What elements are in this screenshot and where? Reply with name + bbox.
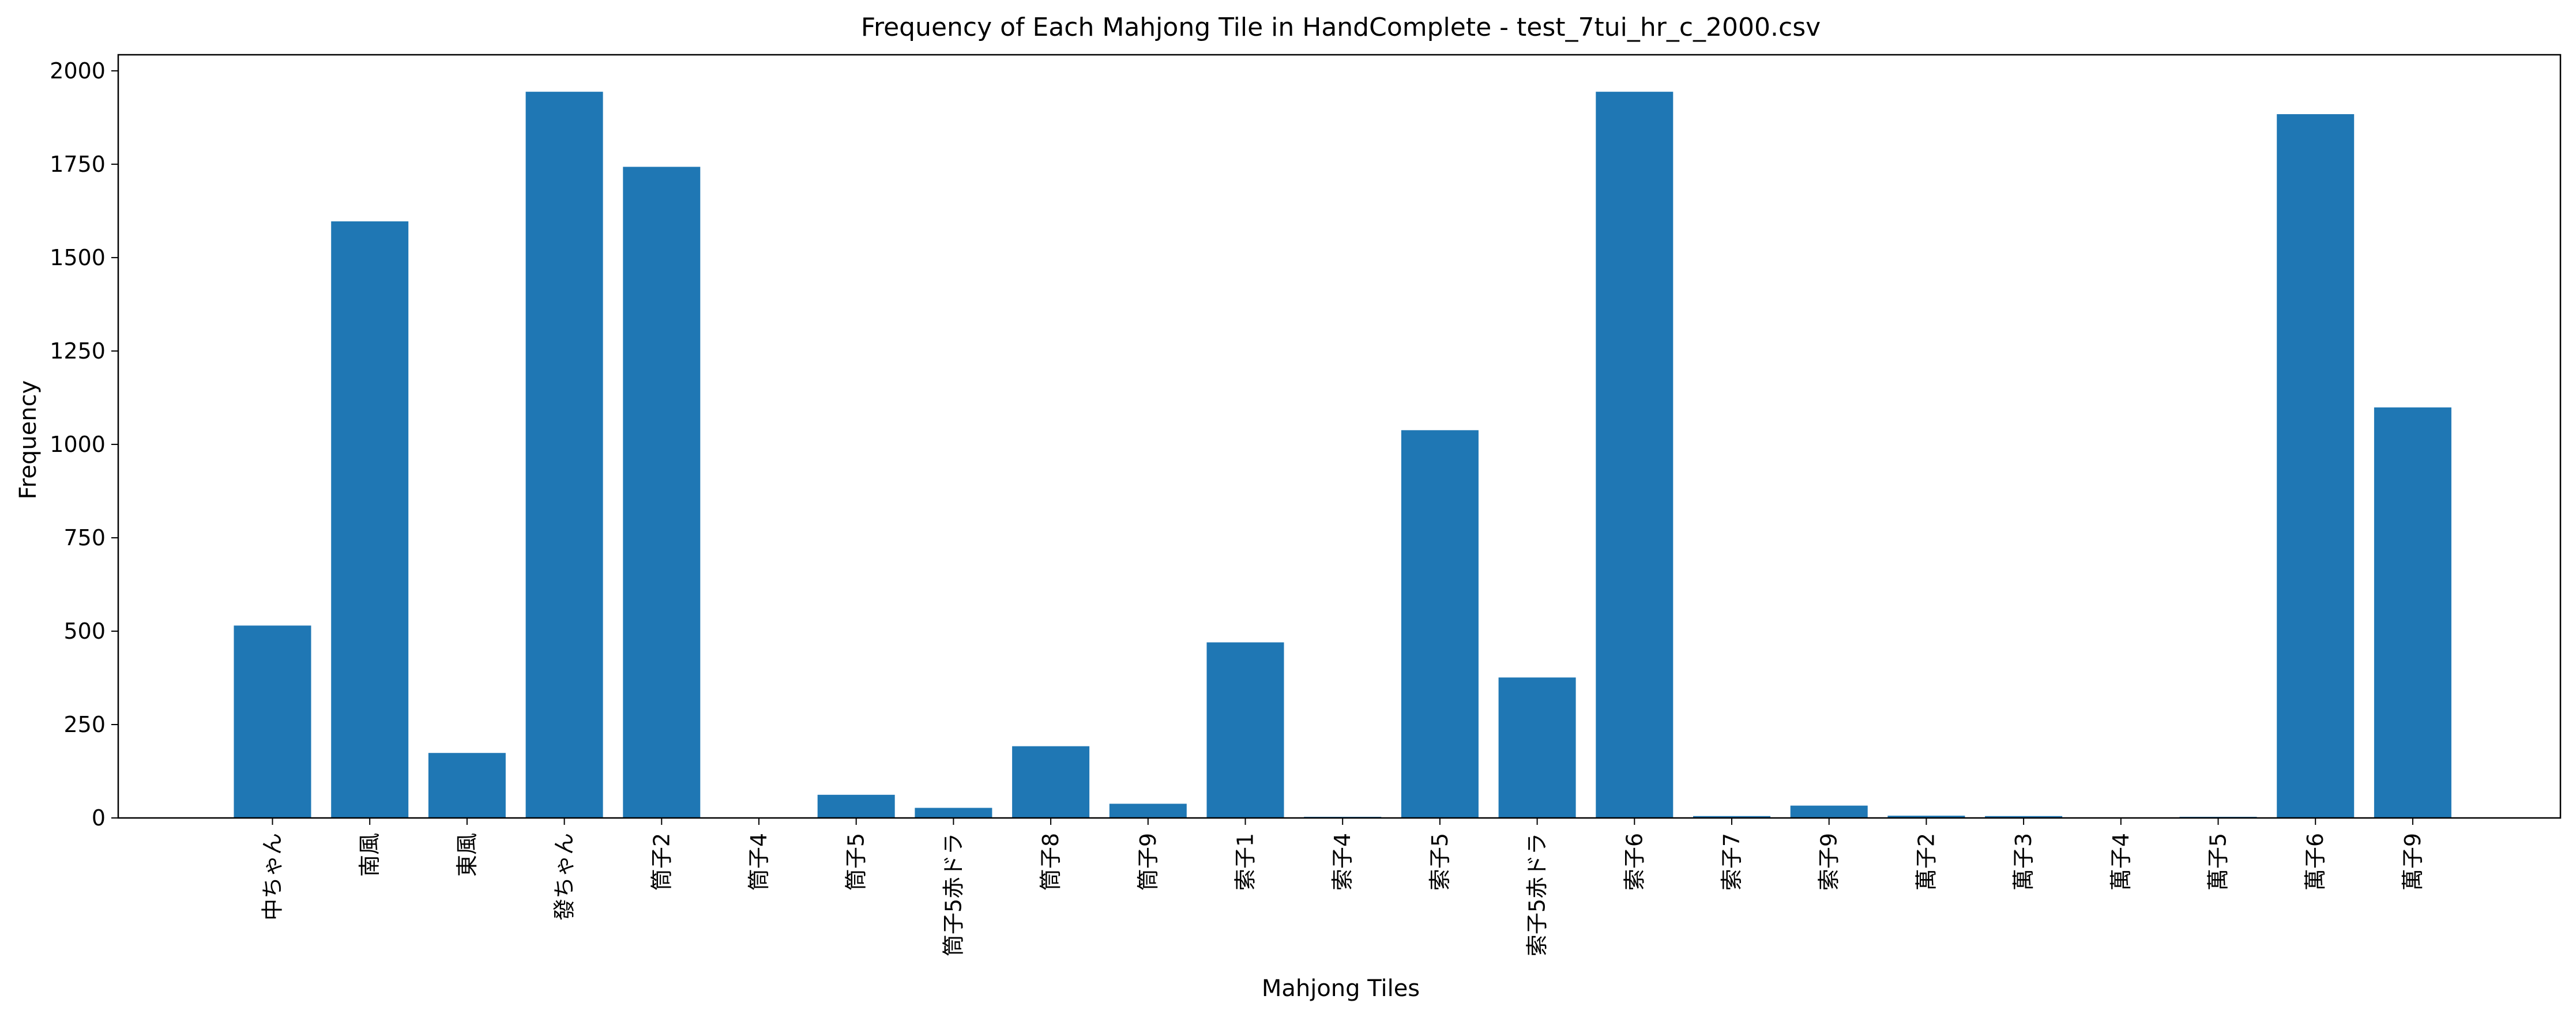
y-axis-ticks: 0 250 500 750 1000 1250 1500 1750 2000 [50, 58, 118, 831]
bar [1012, 746, 1090, 818]
y-tick-label: 500 [63, 619, 106, 644]
x-tick-label: 萬子9 [2400, 833, 2425, 891]
bar [428, 753, 506, 818]
bar [1887, 816, 1965, 818]
bar [1790, 805, 1868, 818]
x-tick-label: 筒子4 [746, 833, 772, 891]
x-tick-label: 索子7 [1719, 833, 1744, 891]
y-tick-label: 250 [63, 712, 106, 737]
x-tick-label: 筒子5赤ドラ [941, 833, 966, 956]
x-tick-label: 萬子3 [2011, 833, 2036, 891]
bar [2374, 407, 2451, 818]
x-tick-label: 索子9 [1817, 833, 1842, 891]
y-tick-label: 1500 [50, 245, 106, 270]
bar [1109, 804, 1187, 818]
y-tick-label: 0 [92, 805, 106, 831]
bar [817, 794, 895, 818]
x-tick-label: 發ちゃん [552, 833, 577, 921]
plot-frame [117, 54, 2562, 819]
x-axis-label: Mahjong Tiles [1262, 975, 1420, 1002]
y-tick-label: 1250 [50, 338, 106, 364]
bar [1985, 816, 2063, 818]
x-tick-label: 東風 [454, 833, 480, 877]
x-tick-label: 中ちゃん [260, 833, 285, 921]
x-tick-label: 索子4 [1330, 833, 1355, 891]
bar [525, 92, 603, 819]
x-tick-label: 索子5赤ドラ [1525, 833, 1550, 956]
x-tick-label: 索子5 [1427, 833, 1453, 891]
bars-layer [234, 92, 2451, 819]
y-tick-label: 2000 [50, 58, 106, 84]
chart-title: Frequency of Each Mahjong Tile in HandCo… [861, 13, 1821, 42]
bar [1596, 92, 1674, 819]
x-axis-ticks: 中ちゃん 南風 東風 發ちゃん 筒子2 筒子4 筒子5 筒子5赤ドラ 筒子8 筒子9 索子1 索子4 索… [260, 818, 2425, 956]
x-tick-label: 索子1 [1233, 833, 1258, 891]
x-tick-label: 萬子2 [1913, 833, 1939, 891]
bar [331, 221, 409, 818]
y-tick-label: 1000 [50, 432, 106, 457]
bar [234, 625, 311, 818]
bar [915, 808, 992, 818]
x-tick-label: 南風 [357, 833, 382, 877]
bar [2277, 114, 2355, 818]
x-tick-label: 筒子8 [1038, 833, 1063, 891]
x-tick-label: 筒子9 [1135, 833, 1161, 891]
x-tick-label: 萬子6 [2303, 833, 2328, 891]
y-tick-label: 1750 [50, 152, 106, 177]
bar [1498, 677, 1576, 818]
x-tick-label: 筒子2 [649, 833, 674, 891]
y-axis-label: Frequency [15, 380, 42, 500]
bar [623, 167, 701, 819]
bar [1693, 816, 1770, 818]
bar [1206, 642, 1284, 818]
x-tick-label: 索子6 [1622, 833, 1647, 891]
x-tick-label: 萬子5 [2206, 833, 2231, 891]
x-tick-label: 筒子5 [844, 833, 869, 891]
bar [1401, 430, 1479, 818]
y-tick-label: 750 [63, 525, 106, 550]
x-tick-label: 萬子4 [2108, 833, 2134, 891]
